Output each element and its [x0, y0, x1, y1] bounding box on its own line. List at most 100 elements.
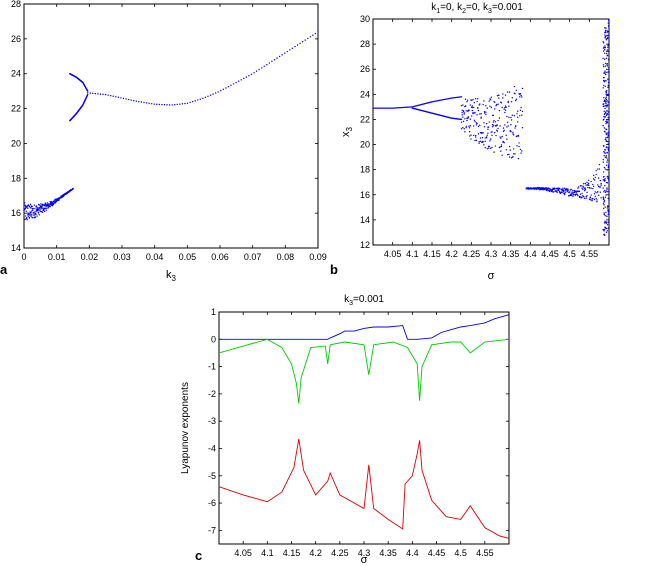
- chart-b-point: [489, 105, 491, 108]
- panel-label-c: c: [195, 548, 203, 563]
- chart-b-point: [508, 153, 510, 156]
- chart-b-point: [602, 187, 604, 189]
- chart-b-point: [605, 137, 607, 139]
- chart-b-point: [608, 116, 610, 119]
- chart-b-ylabel: x3: [340, 126, 354, 137]
- chart-b-point: [604, 116, 606, 118]
- chart-b-point: [603, 204, 605, 206]
- chart-b-point: [373, 107, 375, 109]
- chart-b-point: [603, 150, 605, 153]
- chart-b-point: [603, 103, 605, 105]
- chart-b-point: [579, 193, 582, 195]
- chart-b-point: [597, 177, 600, 179]
- chart-a-point: [30, 212, 32, 214]
- chart-a-point: [28, 212, 30, 215]
- chart-b-point: [500, 144, 503, 146]
- chart-c-xtick-label: 4.05: [234, 548, 252, 558]
- chart-a-point: [46, 202, 49, 204]
- chart-b-xtick-label: 4.25: [463, 249, 481, 259]
- chart-a-point: [268, 62, 271, 64]
- chart-b-point: [472, 106, 475, 109]
- chart-b-point: [498, 117, 501, 119]
- chart-b-point: [597, 190, 599, 193]
- chart-b-point: [603, 228, 606, 231]
- chart-a-point: [286, 50, 288, 53]
- chart-b-point: [587, 186, 589, 189]
- chart-b-point: [606, 49, 609, 51]
- chart-a-point: [314, 32, 317, 35]
- chart-b-point: [379, 107, 381, 109]
- chart-b-point: [466, 99, 469, 101]
- chart-a-point: [43, 208, 46, 210]
- chart-b-point: [607, 30, 609, 33]
- chart-a-point: [232, 83, 235, 85]
- chart-a-point: [31, 205, 33, 208]
- chart-a-point: [24, 215, 27, 217]
- chart-b-point: [603, 175, 605, 178]
- chart-b-point: [514, 99, 517, 102]
- chart-b-point: [607, 176, 610, 179]
- chart-b-point: [570, 188, 572, 191]
- chart-b-point: [486, 107, 488, 109]
- chart-b-point: [594, 191, 597, 193]
- chart-b-point: [599, 191, 602, 193]
- chart-b-point: [389, 107, 391, 109]
- chart-a-point: [261, 67, 263, 69]
- chart-b-point: [461, 109, 463, 112]
- chart-a-point: [184, 102, 186, 105]
- chart-c-axis-ticks: 4.05 4.1 4.15 4.2 4.25 4.3 4.35 4.4 4.45 4.5 4.55 1…: [208, 307, 509, 558]
- chart-b-point: [510, 131, 512, 133]
- chart-b-point: [603, 127, 606, 129]
- chart-b-point: [608, 133, 610, 136]
- chart-b-point: [603, 234, 606, 237]
- chart-b-point: [504, 111, 506, 114]
- chart-a-point: [29, 214, 31, 216]
- chart-b-point: [605, 91, 608, 94]
- chart-b-point: [390, 107, 392, 109]
- chart-b-point: [464, 105, 467, 107]
- chart-b-point: [594, 176, 597, 179]
- chart-b-point: [583, 197, 586, 200]
- chart-b-point: [468, 135, 471, 137]
- chart-b-point: [485, 111, 487, 113]
- chart-a-point: [33, 217, 36, 219]
- chart-a-xtick-label: 0.08: [277, 252, 295, 262]
- chart-b-point: [577, 187, 579, 189]
- chart-b-point: [477, 125, 480, 128]
- chart-b-ytick-label: 18: [360, 165, 370, 175]
- chart-b-point: [506, 91, 509, 93]
- chart-b-point: [599, 179, 602, 182]
- chart-a-point: [235, 81, 237, 84]
- chart-a-point: [39, 206, 42, 208]
- chart-c-xtick-label: 4.35: [379, 548, 397, 558]
- chart-b-axis-ticks: 4.05 4.1 4.15 4.2 4.25 4.3 4.35 4.4 4.45 4.5 4.55 1…: [360, 14, 609, 259]
- chart-c-xtick-label: 4.15: [283, 548, 301, 558]
- chart-b-point: [468, 130, 471, 133]
- chart-b-point: [476, 114, 478, 116]
- chart-b-point: [592, 185, 595, 187]
- chart-b-point: [575, 191, 577, 194]
- chart-b-point: [507, 100, 509, 103]
- chart-a-point: [33, 204, 36, 206]
- chart-b-point: [606, 119, 608, 121]
- chart-b-point: [462, 104, 464, 106]
- chart-a-point: [27, 212, 29, 214]
- chart-b-point: [520, 152, 522, 154]
- chart-b-point: [510, 101, 513, 103]
- chart-a-point: [23, 216, 25, 218]
- chart-a-point: [112, 95, 114, 97]
- chart-b-point: [512, 131, 514, 134]
- chart-b-point: [582, 186, 585, 188]
- chart-a-point: [145, 102, 148, 104]
- chart-b-ytick-label: 14: [360, 215, 370, 225]
- chart-b-point: [605, 96, 607, 99]
- chart-b-point: [491, 126, 494, 128]
- chart-b-point: [515, 89, 518, 91]
- chart-b-point: [607, 149, 610, 152]
- chart-b-point: [603, 154, 605, 157]
- chart-a-point: [158, 103, 161, 106]
- chart-b-point: [606, 64, 608, 66]
- chart-a-point: [263, 65, 265, 67]
- chart-b-point: [514, 153, 516, 155]
- chart-b-point: [462, 126, 464, 129]
